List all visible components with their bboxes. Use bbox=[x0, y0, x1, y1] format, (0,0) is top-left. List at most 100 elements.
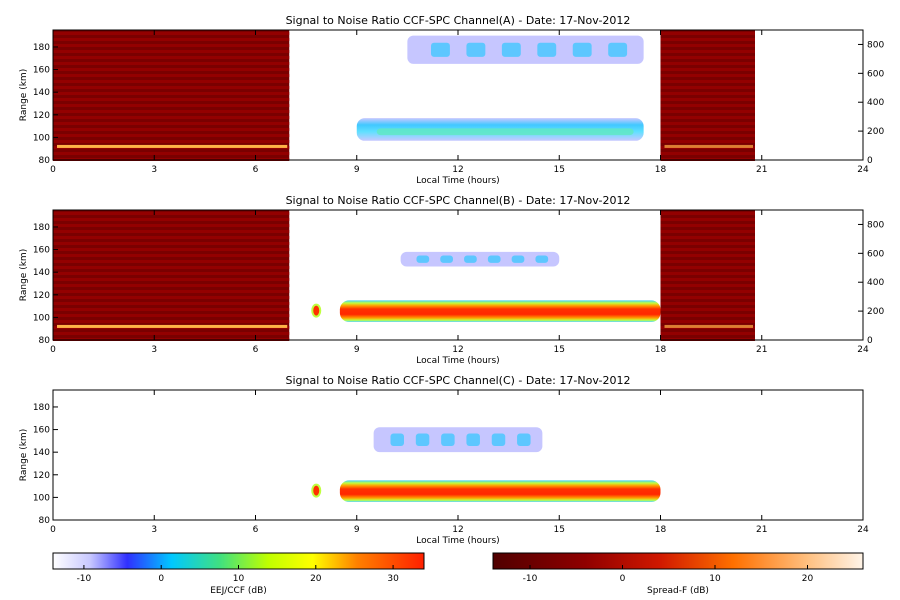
spread-f-stripe bbox=[660, 248, 755, 251]
spread-f-stripe bbox=[660, 308, 755, 311]
spread-f-stripe bbox=[660, 128, 755, 131]
spread-f-stripe bbox=[53, 302, 290, 305]
spread-f-stripe bbox=[53, 134, 290, 137]
spread-f-stripe bbox=[660, 224, 755, 227]
spread-f-stripe bbox=[660, 320, 755, 323]
spread-f-stripe bbox=[660, 272, 755, 275]
right-tick-label: 600 bbox=[867, 249, 884, 259]
spread-f-stripe bbox=[660, 44, 755, 47]
echo-cell bbox=[487, 255, 501, 263]
colorbar-tick-label: 20 bbox=[310, 574, 322, 584]
spread-f-stripe bbox=[660, 218, 755, 221]
x-tick-label: 12 bbox=[452, 525, 463, 535]
x-axis-label: Local Time (hours) bbox=[416, 176, 499, 186]
spread-f-stripe bbox=[53, 44, 290, 47]
spread-f-stripe bbox=[53, 242, 290, 245]
spread-f-stripe bbox=[660, 212, 755, 215]
x-tick-label: 0 bbox=[50, 525, 56, 535]
y-tick-label: 120 bbox=[33, 291, 50, 301]
x-tick-label: 18 bbox=[655, 525, 667, 535]
x-tick-label: 3 bbox=[151, 345, 157, 355]
echo-band bbox=[339, 480, 661, 502]
y-tick-label: 80 bbox=[39, 336, 51, 346]
spread-f-stripe bbox=[660, 86, 755, 89]
e-layer-trace bbox=[57, 144, 288, 148]
e-layer-trace bbox=[57, 324, 288, 328]
right-tick-label: 0 bbox=[867, 156, 873, 166]
spread-f-stripe bbox=[53, 98, 290, 101]
echo-cell bbox=[491, 433, 506, 446]
x-tick-label: 9 bbox=[354, 525, 360, 535]
x-tick-label: 0 bbox=[50, 345, 56, 355]
spread-f-stripe bbox=[660, 116, 755, 119]
y-axis-label: Range (km) bbox=[19, 249, 29, 301]
spread-f-stripe bbox=[660, 260, 755, 263]
echo-cell bbox=[466, 433, 480, 446]
spread-f-stripe bbox=[53, 110, 290, 113]
y-tick-label: 120 bbox=[33, 471, 50, 481]
spread-f-stripe bbox=[53, 266, 290, 269]
y-tick-label: 180 bbox=[33, 223, 50, 233]
right-tick-label: 200 bbox=[867, 127, 884, 137]
spread-f-stripe bbox=[660, 236, 755, 239]
x-axis-label: Local Time (hours) bbox=[416, 356, 499, 366]
spread-f-stripe bbox=[660, 302, 755, 305]
x-tick-label: 3 bbox=[151, 165, 157, 175]
right-tick-label: 800 bbox=[867, 220, 884, 230]
spread-f-stripe bbox=[660, 332, 755, 335]
colorbar-tick-label: -10 bbox=[77, 574, 92, 584]
spread-f-stripe bbox=[660, 284, 755, 287]
chart-title: Signal to Noise Ratio CCF-SPC Channel(C)… bbox=[285, 374, 630, 387]
x-tick-label: 6 bbox=[253, 165, 259, 175]
spread-f-stripe bbox=[53, 122, 290, 125]
echo-cell bbox=[390, 433, 404, 446]
right-tick-label: 0 bbox=[867, 336, 873, 346]
x-tick-label: 12 bbox=[452, 165, 463, 175]
colorbar-tick-label: 0 bbox=[158, 574, 164, 584]
spread-f-stripe bbox=[53, 296, 290, 299]
y-tick-label: 80 bbox=[39, 156, 51, 166]
echo-cell bbox=[572, 42, 592, 57]
echo-cell bbox=[608, 42, 628, 57]
x-tick-label: 15 bbox=[554, 165, 565, 175]
right-tick-label: 600 bbox=[867, 69, 884, 79]
colorbar-0: -10 0 10 20 30 EEJ/CCF (dB) bbox=[52, 552, 425, 596]
colorbar-tick-label: 10 bbox=[709, 574, 721, 584]
spread-f-stripe bbox=[53, 308, 290, 311]
y-tick-label: 100 bbox=[33, 133, 50, 143]
colorbar-label: EEJ/CCF (dB) bbox=[210, 586, 267, 596]
right-tick-label: 400 bbox=[867, 98, 884, 108]
x-tick-label: 21 bbox=[756, 525, 767, 535]
echo-cell bbox=[511, 255, 525, 263]
spread-f-stripe bbox=[53, 116, 290, 119]
y-tick-label: 100 bbox=[33, 313, 50, 323]
echo-cell bbox=[501, 42, 521, 57]
spread-f-stripe bbox=[53, 80, 290, 83]
y-tick-label: 100 bbox=[33, 493, 50, 503]
x-tick-label: 24 bbox=[857, 525, 869, 535]
spread-f-stripe bbox=[53, 86, 290, 89]
spread-f-stripe bbox=[660, 296, 755, 299]
right-tick-label: 800 bbox=[867, 40, 884, 50]
spread-f-stripe bbox=[53, 284, 290, 287]
spread-f-stripe bbox=[53, 128, 290, 131]
spread-f-stripe bbox=[53, 50, 290, 53]
echo-cell bbox=[537, 42, 557, 57]
colorbar-label: Spread-F (dB) bbox=[647, 586, 709, 596]
spread-f-stripe bbox=[660, 278, 755, 281]
spread-f-stripe bbox=[53, 92, 290, 95]
colorbar-tick-label: 0 bbox=[620, 574, 626, 584]
x-tick-label: 15 bbox=[554, 525, 565, 535]
y-tick-label: 80 bbox=[39, 516, 51, 526]
spread-f-stripe bbox=[660, 242, 755, 245]
spread-f-stripe bbox=[53, 332, 290, 335]
spread-f-stripe bbox=[660, 140, 755, 143]
echo-cell bbox=[441, 433, 455, 446]
x-tick-label: 21 bbox=[756, 165, 767, 175]
x-axis-label: Local Time (hours) bbox=[416, 536, 499, 546]
echo-band bbox=[339, 300, 661, 322]
spread-f-stripe bbox=[53, 230, 290, 233]
chart-title: Signal to Noise Ratio CCF-SPC Channel(B)… bbox=[286, 194, 631, 207]
echo-patch bbox=[311, 483, 322, 498]
